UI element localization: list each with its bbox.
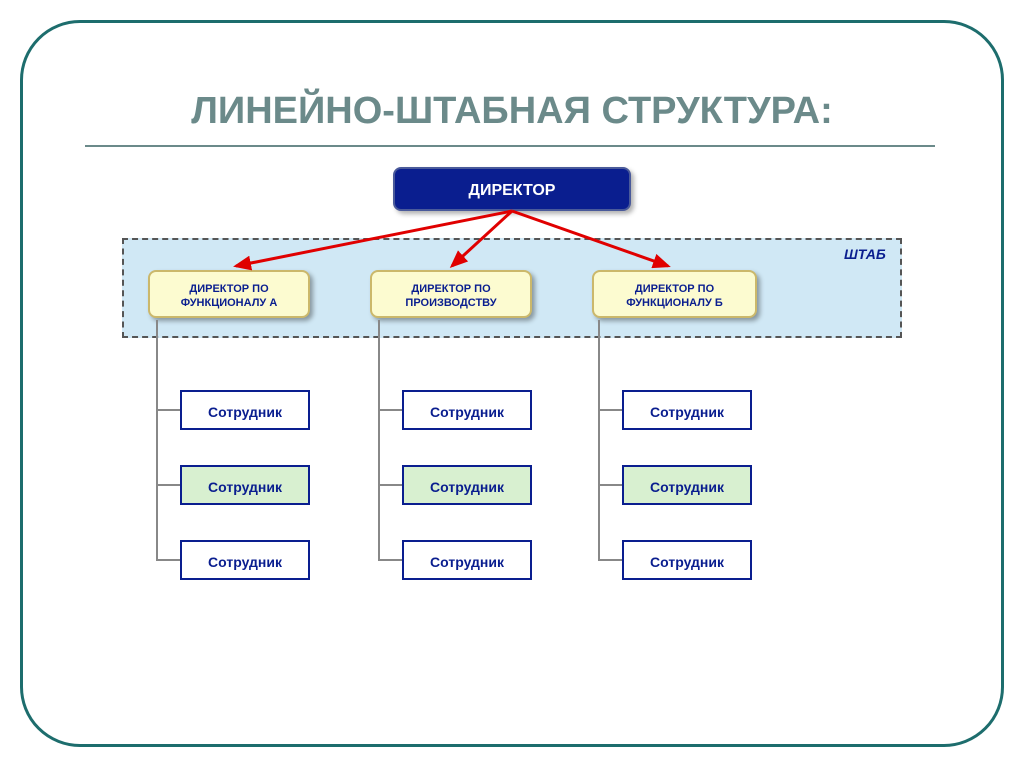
connector-horizontal bbox=[598, 409, 622, 411]
department-label-line2: ФУНКЦИОНАЛУ А bbox=[156, 296, 302, 310]
employee-box: Сотрудник bbox=[402, 540, 532, 580]
employee-box: Сотрудник bbox=[402, 465, 532, 505]
employee-label: Сотрудник bbox=[430, 404, 504, 420]
connector-horizontal bbox=[598, 484, 622, 486]
employee-box: Сотрудник bbox=[622, 390, 752, 430]
connector-vertical bbox=[378, 320, 380, 560]
slide-title: ЛИНЕЙНО-ШТАБНАЯ СТРУКТУРА: bbox=[0, 90, 1024, 133]
director-label: ДИРЕКТОР bbox=[469, 182, 556, 199]
department-label-line1: ДИРЕКТОР ПО bbox=[600, 282, 749, 296]
connector-vertical bbox=[598, 320, 600, 560]
employee-label: Сотрудник bbox=[650, 404, 724, 420]
employee-label: Сотрудник bbox=[650, 479, 724, 495]
department-label-line2: ПРОИЗВОДСТВУ bbox=[378, 296, 524, 310]
connector-horizontal bbox=[378, 559, 402, 561]
employee-box: Сотрудник bbox=[180, 465, 310, 505]
connector-horizontal bbox=[598, 559, 622, 561]
employee-box: Сотрудник bbox=[180, 390, 310, 430]
connector-horizontal bbox=[378, 409, 402, 411]
connector-vertical bbox=[156, 320, 158, 560]
employee-label: Сотрудник bbox=[430, 554, 504, 570]
employee-label: Сотрудник bbox=[430, 479, 504, 495]
staff-label: ШТАБ bbox=[844, 246, 886, 262]
employee-box: Сотрудник bbox=[622, 540, 752, 580]
department-box-2: ДИРЕКТОР ПОФУНКЦИОНАЛУ Б bbox=[592, 270, 757, 318]
connector-horizontal bbox=[378, 484, 402, 486]
connector-horizontal bbox=[156, 559, 180, 561]
employee-box: Сотрудник bbox=[180, 540, 310, 580]
department-box-0: ДИРЕКТОР ПОФУНКЦИОНАЛУ А bbox=[148, 270, 310, 318]
title-underline bbox=[85, 145, 935, 147]
department-label-line2: ФУНКЦИОНАЛУ Б bbox=[600, 296, 749, 310]
employee-box: Сотрудник bbox=[402, 390, 532, 430]
department-box-1: ДИРЕКТОР ПОПРОИЗВОДСТВУ bbox=[370, 270, 532, 318]
employee-label: Сотрудник bbox=[208, 404, 282, 420]
director-box: ДИРЕКТОР bbox=[393, 167, 631, 211]
connector-horizontal bbox=[156, 484, 180, 486]
employee-label: Сотрудник bbox=[208, 554, 282, 570]
connector-horizontal bbox=[156, 409, 180, 411]
department-label-line1: ДИРЕКТОР ПО bbox=[156, 282, 302, 296]
employee-box: Сотрудник bbox=[622, 465, 752, 505]
department-label-line1: ДИРЕКТОР ПО bbox=[378, 282, 524, 296]
employee-label: Сотрудник bbox=[650, 554, 724, 570]
employee-label: Сотрудник bbox=[208, 479, 282, 495]
